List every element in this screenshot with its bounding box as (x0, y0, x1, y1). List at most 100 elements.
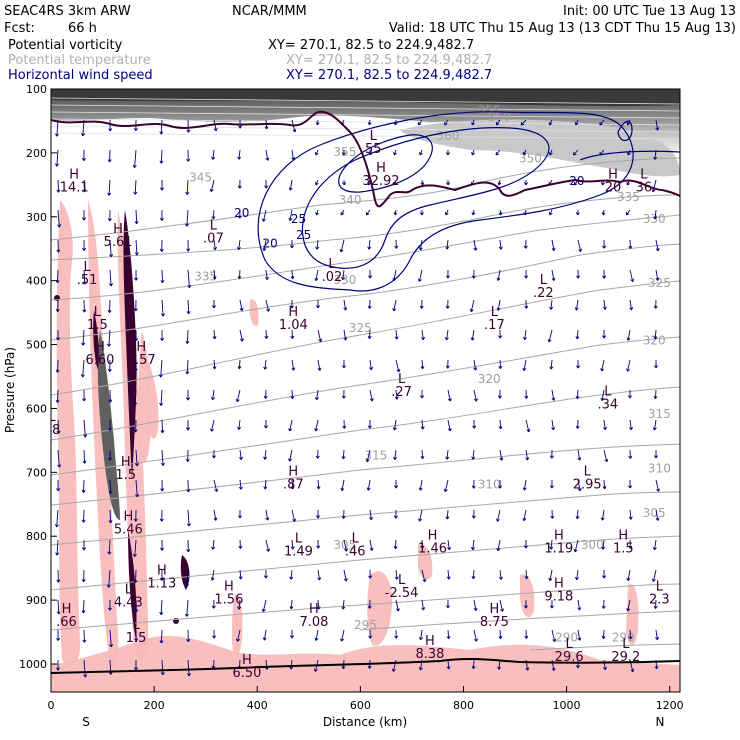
extremum-value-label: 3.57 (127, 353, 156, 368)
wind-vector (367, 122, 372, 126)
wind-vector (444, 211, 449, 216)
wind-vector (342, 269, 345, 280)
wind-vector (625, 211, 630, 216)
wind-vector (523, 479, 527, 491)
extremum-kind-label: L (125, 583, 133, 598)
wind-vector (421, 336, 426, 341)
theta-contour-label: 310 (478, 477, 501, 491)
theta-contour (51, 386, 680, 476)
wind-vector (551, 389, 555, 401)
wind-vector (655, 636, 660, 641)
wind-vector (418, 269, 423, 282)
wind-vector (393, 299, 397, 312)
wind-vector (367, 246, 372, 250)
wind-vector (525, 667, 530, 671)
pv-strong-area (93, 310, 99, 370)
pv-positive-area (249, 299, 259, 327)
wind-vector (108, 520, 113, 524)
wind-vector (108, 329, 111, 347)
extremum-value-label: 8.38 (415, 647, 444, 662)
wind-vector (133, 429, 138, 433)
wind-vector (599, 151, 603, 156)
wind-vector (290, 276, 295, 280)
wind-vector (447, 389, 451, 402)
wind-vector (160, 337, 165, 341)
wind-vector (186, 158, 191, 162)
extremum-value-label: 1.46 (418, 541, 447, 556)
wind-vector (369, 547, 374, 551)
wind-vector (291, 539, 294, 550)
wind-vector (135, 449, 138, 467)
wind-vector (420, 629, 423, 640)
pv-positive-area (520, 574, 535, 618)
wind-vector (498, 635, 503, 640)
wind-vector (341, 276, 345, 280)
extremum-kind-label: L (132, 618, 140, 633)
extremum-kind-label: L (656, 580, 664, 595)
wind-vector (56, 430, 61, 434)
wind-vector (159, 611, 164, 616)
wind-vector (108, 283, 113, 287)
wind-vector (395, 599, 399, 612)
wind-vector (187, 269, 190, 288)
wind-vector (549, 546, 554, 550)
wind-vector (471, 515, 476, 519)
wind-vector (57, 464, 62, 468)
wind-vector (108, 399, 113, 403)
wind-vector (56, 667, 61, 671)
wind-vector (264, 359, 267, 370)
wind-vector (446, 449, 449, 460)
extremum-kind-label: H (95, 340, 105, 355)
wind-vector (420, 182, 425, 186)
wind-vector (394, 336, 399, 340)
wind-vector (238, 456, 243, 460)
theta-contour (51, 194, 680, 261)
wind-vector (393, 149, 397, 156)
wind-vector (601, 546, 606, 550)
wind-vector (109, 253, 114, 258)
wind-vector (343, 539, 347, 552)
wind-vector (498, 659, 501, 670)
wind-vector (549, 485, 554, 489)
wind-vector (212, 635, 217, 639)
wind-vector (184, 613, 189, 617)
wind-vector (108, 539, 111, 555)
wind-vector (599, 121, 603, 126)
extremum-kind-label: H (309, 602, 319, 617)
wind-vector (263, 486, 268, 490)
extremum-kind-label: H (288, 465, 298, 480)
wind-vector (393, 212, 398, 216)
wind-vector (369, 366, 374, 371)
wind-vector (499, 449, 503, 461)
wind-vector (56, 637, 61, 641)
theta-contour (529, 643, 680, 651)
wind-vector (186, 310, 191, 315)
extremum-value-label: 1.49 (284, 545, 313, 560)
wind-vector (365, 211, 370, 216)
wind-vector (210, 577, 215, 581)
organization: NCAR/MMM (232, 4, 307, 19)
extremum-kind-label: L (352, 532, 360, 547)
extremum-kind-label: L (540, 273, 548, 288)
wind-vector (56, 337, 60, 341)
wind-vector (420, 239, 423, 251)
wind-vector (339, 248, 344, 253)
extremum-kind-label: L (94, 305, 102, 320)
wind-vector (471, 546, 475, 551)
wind-vector (291, 389, 293, 399)
wind-vector (549, 119, 553, 126)
wind-vector (575, 119, 579, 126)
wind-vector (238, 149, 241, 160)
y-axis-label: Pressure (hPa) (3, 347, 17, 433)
wind-vector (523, 336, 527, 341)
wind-vector (471, 485, 476, 489)
wind-vector (265, 517, 270, 521)
wind-vector (655, 269, 659, 281)
wind-vector (81, 489, 86, 493)
wind-vector (655, 119, 659, 131)
wind-vector (525, 569, 528, 579)
wind-vector (238, 419, 241, 430)
wind-vector (238, 599, 241, 610)
wind-vector (186, 179, 189, 195)
wind-vector (629, 426, 633, 431)
